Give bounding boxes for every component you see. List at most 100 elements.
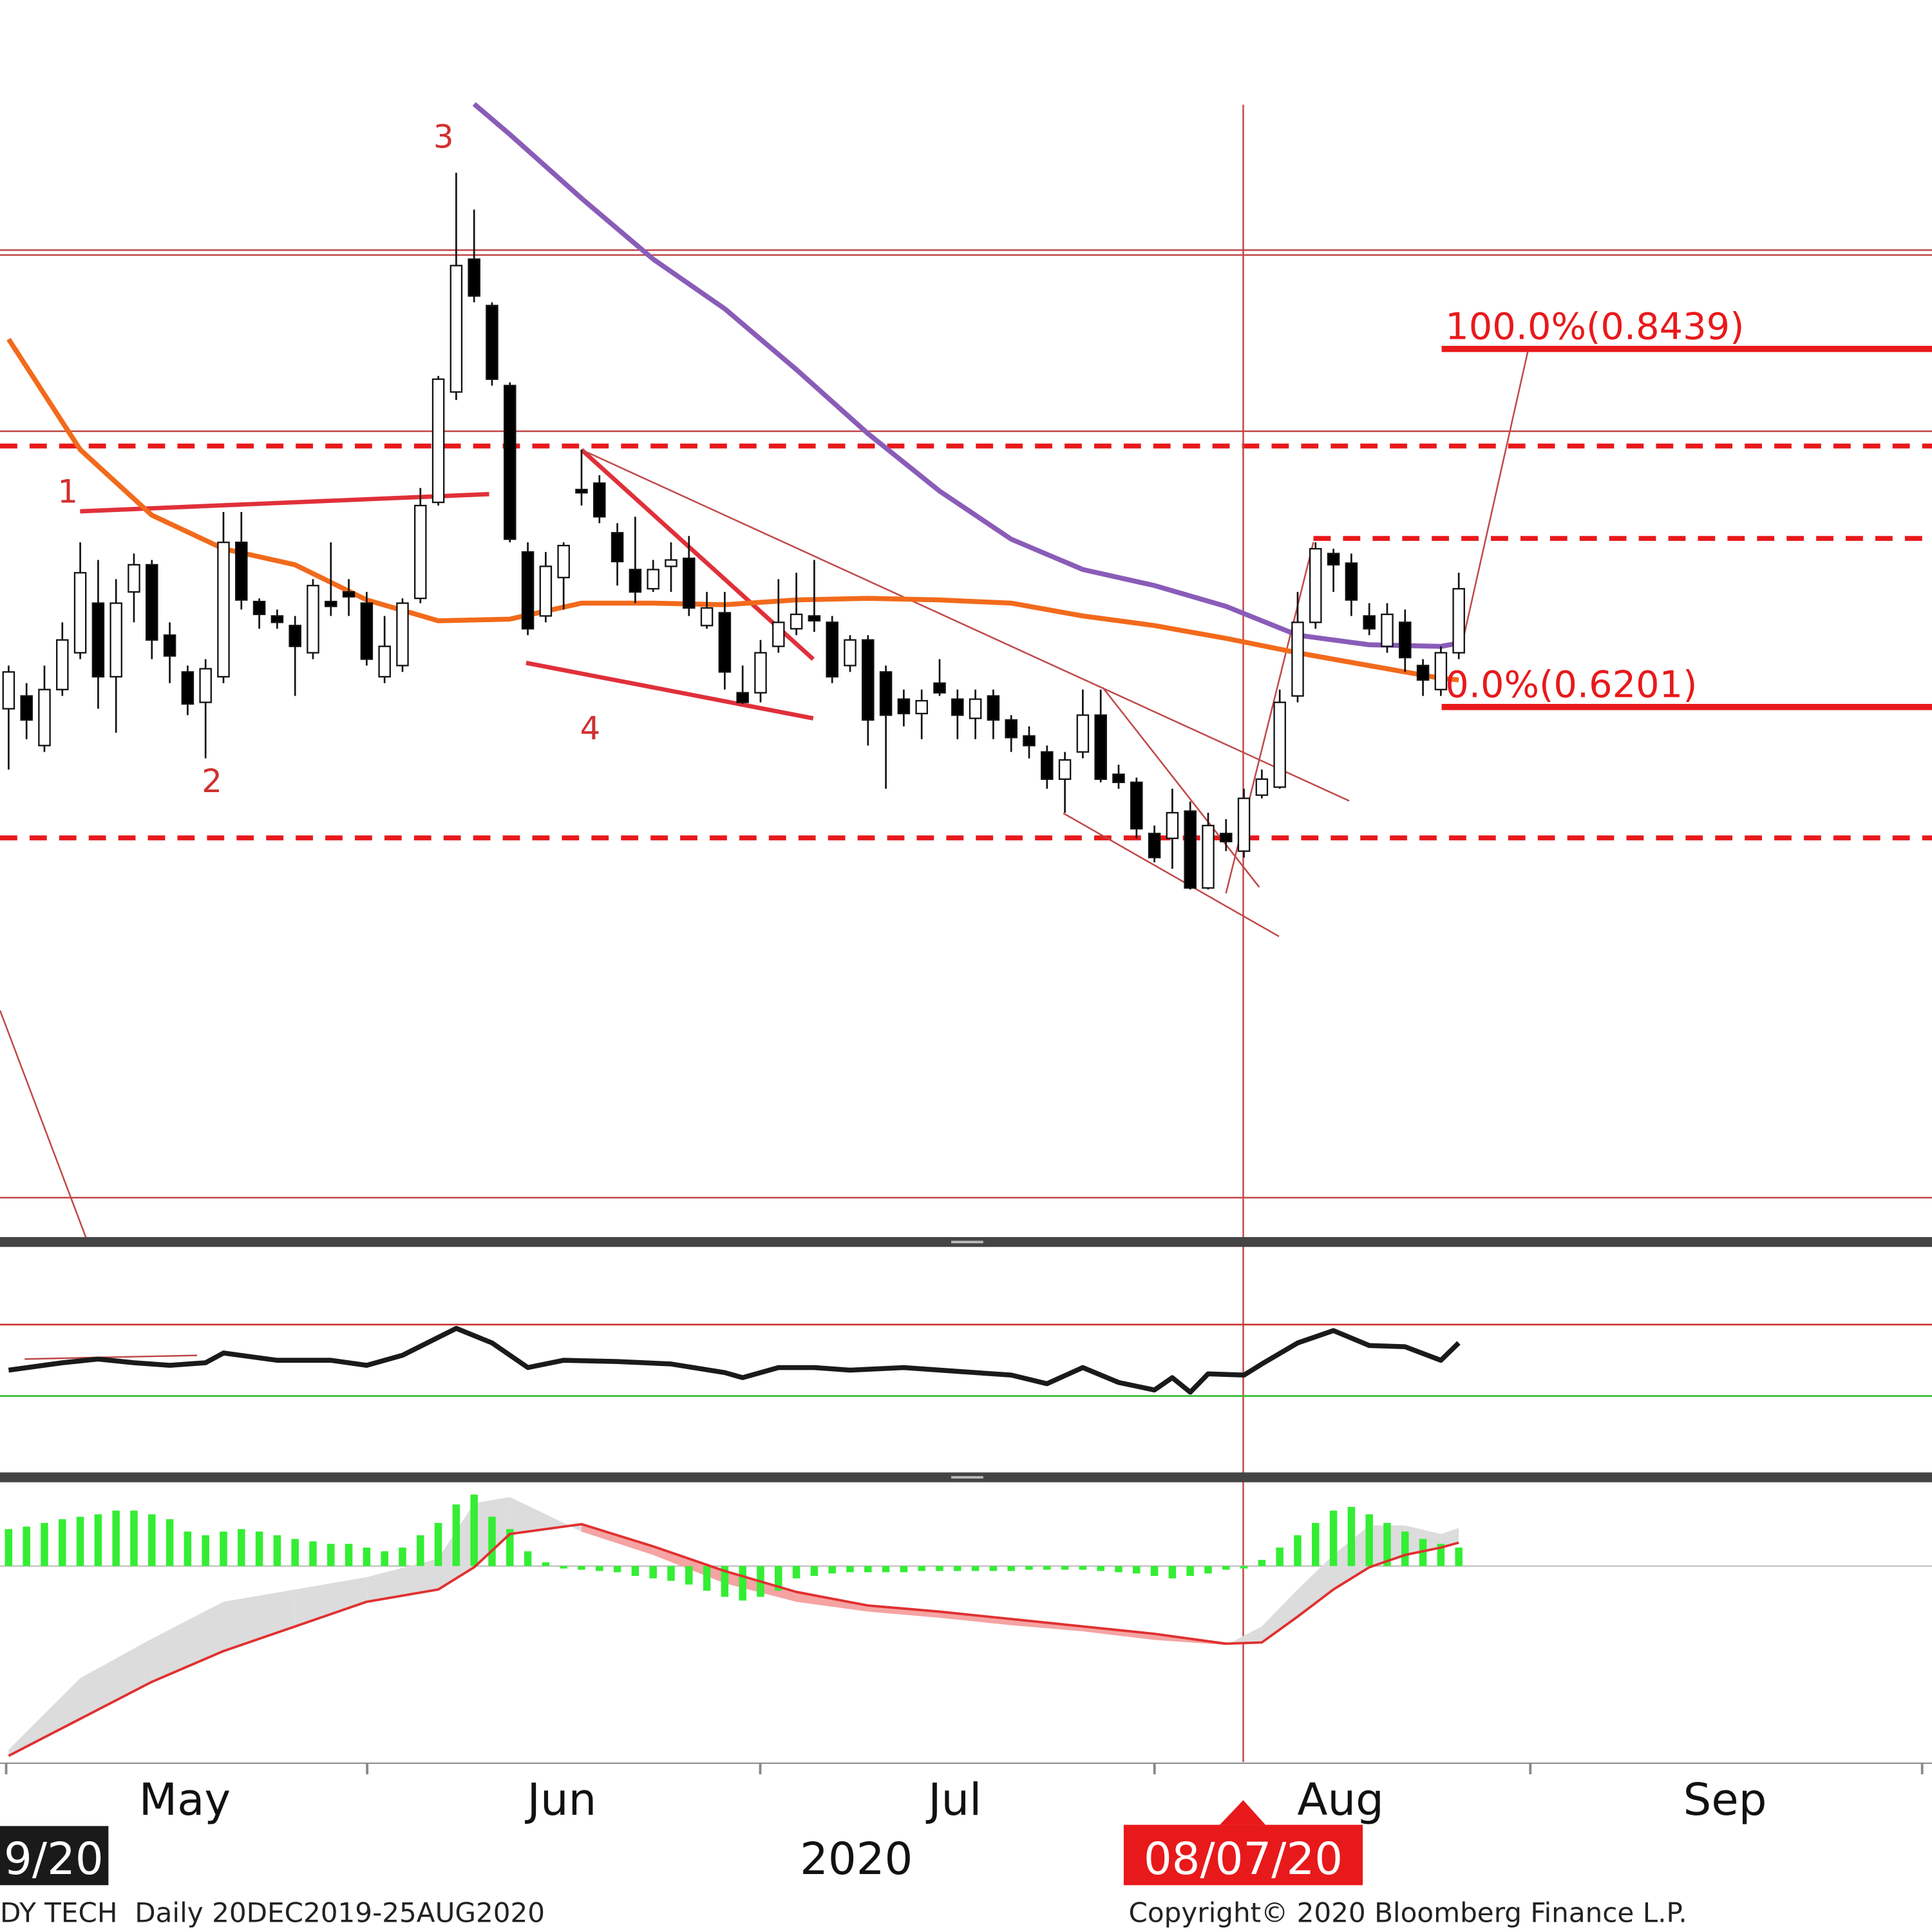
candle-body	[1005, 719, 1018, 739]
candle-body	[754, 652, 767, 694]
histogram-bar	[828, 1566, 836, 1574]
x-tick-label: May	[139, 1774, 231, 1826]
candle-body	[128, 564, 140, 593]
histogram-bar	[327, 1544, 335, 1566]
histogram-bar	[524, 1551, 532, 1566]
signal-line	[8, 1522, 1459, 1757]
histogram-bar	[184, 1531, 192, 1566]
histogram-bar	[506, 1529, 514, 1566]
histogram-bar	[148, 1514, 156, 1566]
histogram-bar	[488, 1517, 496, 1566]
macd-fill	[1083, 1626, 1155, 1640]
candle-body	[1416, 665, 1430, 681]
candle-body	[1381, 613, 1394, 647]
histogram-bar	[596, 1566, 603, 1571]
candle-body	[20, 695, 33, 721]
candle-body	[146, 564, 158, 641]
histogram-bar	[220, 1531, 227, 1566]
candle-body	[1202, 824, 1215, 889]
candle-body	[360, 602, 374, 660]
histogram-bar	[434, 1522, 442, 1566]
candle-body	[252, 600, 266, 616]
candle-body	[91, 602, 105, 677]
start-date-box	[0, 1826, 109, 1886]
histogram-bar	[989, 1566, 998, 1571]
histogram-bar	[1455, 1548, 1463, 1566]
histogram-bar	[202, 1535, 209, 1566]
year-label: 2020	[800, 1833, 913, 1885]
candle-body	[163, 634, 176, 657]
candle-body	[1237, 797, 1251, 852]
histogram-bar	[1061, 1566, 1069, 1570]
histogram-bar	[1240, 1566, 1248, 1569]
histogram-bar	[41, 1522, 48, 1566]
histogram-bar	[971, 1566, 980, 1571]
candle-body	[1291, 621, 1304, 697]
macd-fill	[1262, 1589, 1298, 1643]
histogram-bar	[739, 1566, 746, 1601]
candle-body	[2, 671, 15, 710]
candle-body	[1023, 735, 1036, 746]
candle-body	[647, 569, 659, 590]
histogram-bar	[1115, 1566, 1122, 1573]
histogram-bar	[399, 1548, 406, 1566]
histogram-bar	[1329, 1510, 1338, 1566]
histogram-bar	[1383, 1522, 1391, 1566]
candle-body	[1327, 553, 1340, 566]
indicator-line	[8, 1325, 1461, 1395]
cursor-date-box	[1123, 1824, 1363, 1886]
histogram-bar	[130, 1510, 138, 1566]
candle-body	[844, 639, 857, 667]
histogram-bar	[470, 1494, 478, 1566]
footer-left: DY TECH Daily 20DEC2019-25AUG2020	[0, 1897, 545, 1929]
candle-body	[486, 305, 498, 380]
histogram-bar	[631, 1566, 639, 1577]
candle-body	[1399, 621, 1412, 659]
candle-body	[1220, 833, 1233, 842]
macd-fill	[151, 1602, 223, 1682]
histogram-bar	[792, 1566, 800, 1578]
trend-line	[526, 661, 814, 721]
histogram-bar	[1186, 1566, 1194, 1577]
candle-body	[109, 602, 122, 677]
candle-body	[933, 682, 946, 694]
histogram-bar	[345, 1544, 353, 1566]
macd-fill	[80, 1638, 152, 1719]
candle-body	[790, 613, 803, 630]
candle-body	[879, 671, 893, 716]
histogram-bar	[309, 1541, 317, 1566]
candle-body	[1112, 773, 1125, 783]
cursor-marker	[1220, 1800, 1265, 1825]
histogram-bar	[76, 1517, 84, 1566]
histogram-bar	[613, 1566, 621, 1573]
histogram-bar	[1025, 1566, 1033, 1570]
histogram-bar	[1222, 1566, 1230, 1570]
trend-line	[0, 1010, 88, 1239]
histogram-bar	[1276, 1548, 1283, 1566]
candle-body	[1058, 759, 1072, 780]
candle-body	[951, 698, 964, 716]
candle-body	[593, 482, 606, 518]
candle-body	[826, 621, 838, 677]
candle-body	[181, 671, 194, 705]
candle-body	[1148, 833, 1161, 858]
candle-body	[1166, 811, 1179, 839]
histogram-bar	[649, 1566, 657, 1578]
histogram-bar	[703, 1566, 711, 1591]
histogram-bar	[417, 1535, 424, 1566]
histogram-bar	[166, 1519, 174, 1566]
trend-line	[24, 1354, 198, 1360]
candle-body	[557, 544, 570, 578]
histogram-bar	[452, 1504, 460, 1566]
wave-label: 1	[57, 473, 78, 511]
histogram-bar	[1079, 1566, 1087, 1570]
candle-body	[1094, 714, 1107, 780]
histogram-bar	[23, 1526, 30, 1566]
x-tick-label: Aug	[1297, 1774, 1383, 1826]
histogram-bar	[291, 1539, 299, 1566]
candle-body	[468, 258, 480, 297]
candle-body	[718, 612, 732, 673]
